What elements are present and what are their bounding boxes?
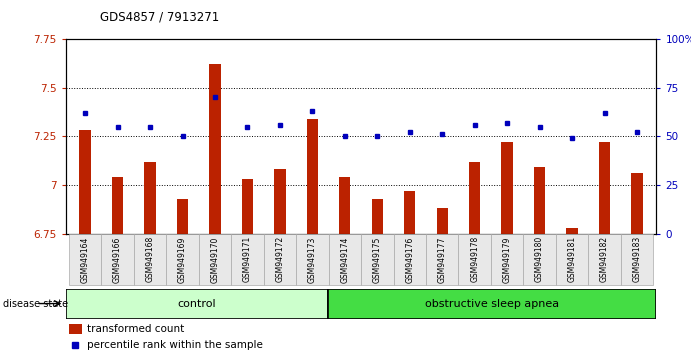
Bar xyxy=(167,234,199,285)
Text: obstructive sleep apnea: obstructive sleep apnea xyxy=(425,298,560,309)
Bar xyxy=(621,234,653,285)
Bar xyxy=(144,161,155,234)
Bar xyxy=(361,234,393,285)
Text: GSM949170: GSM949170 xyxy=(211,236,220,282)
Text: GSM949174: GSM949174 xyxy=(340,236,350,282)
Bar xyxy=(437,208,448,234)
Text: transformed count: transformed count xyxy=(87,324,184,334)
Bar xyxy=(69,324,82,334)
Bar xyxy=(79,130,91,234)
Bar xyxy=(339,177,350,234)
Text: GSM949180: GSM949180 xyxy=(535,236,544,282)
Bar xyxy=(102,234,134,285)
Bar xyxy=(177,199,188,234)
Bar xyxy=(112,177,123,234)
Bar xyxy=(231,234,264,285)
Bar xyxy=(393,234,426,285)
Text: GSM949173: GSM949173 xyxy=(308,236,317,282)
Text: GSM949176: GSM949176 xyxy=(405,236,414,282)
Bar xyxy=(426,234,458,285)
Text: percentile rank within the sample: percentile rank within the sample xyxy=(87,340,263,350)
Bar xyxy=(491,234,523,285)
Text: disease state: disease state xyxy=(3,298,68,309)
Bar xyxy=(209,64,220,234)
Text: GSM949178: GSM949178 xyxy=(470,236,479,282)
Text: GSM949183: GSM949183 xyxy=(632,236,641,282)
Bar xyxy=(328,289,656,319)
Bar xyxy=(632,173,643,234)
Bar xyxy=(372,199,383,234)
Text: GSM949169: GSM949169 xyxy=(178,236,187,282)
Bar xyxy=(458,234,491,285)
Bar xyxy=(588,234,621,285)
Bar xyxy=(404,191,415,234)
Bar xyxy=(66,289,328,319)
Text: GSM949168: GSM949168 xyxy=(146,236,155,282)
Text: GSM949171: GSM949171 xyxy=(243,236,252,282)
Text: GSM949172: GSM949172 xyxy=(276,236,285,282)
Text: GSM949166: GSM949166 xyxy=(113,236,122,282)
Bar xyxy=(264,234,296,285)
Bar xyxy=(469,161,480,234)
Bar xyxy=(567,228,578,234)
Bar xyxy=(523,234,556,285)
Text: GSM949181: GSM949181 xyxy=(567,236,576,282)
Text: GSM949179: GSM949179 xyxy=(502,236,511,282)
Text: GDS4857 / 7913271: GDS4857 / 7913271 xyxy=(100,11,220,24)
Bar xyxy=(199,234,231,285)
Text: GSM949164: GSM949164 xyxy=(81,236,90,282)
Bar xyxy=(242,179,253,234)
Text: GSM949175: GSM949175 xyxy=(372,236,382,282)
Bar xyxy=(134,234,167,285)
Bar xyxy=(556,234,588,285)
Bar xyxy=(296,234,329,285)
Bar xyxy=(502,142,513,234)
Text: GSM949177: GSM949177 xyxy=(437,236,446,282)
Bar xyxy=(274,169,285,234)
Text: GSM949182: GSM949182 xyxy=(600,236,609,282)
Bar xyxy=(329,234,361,285)
Bar xyxy=(599,142,610,234)
Bar xyxy=(534,167,545,234)
Bar xyxy=(307,119,318,234)
Bar xyxy=(69,234,102,285)
Text: control: control xyxy=(178,298,216,309)
